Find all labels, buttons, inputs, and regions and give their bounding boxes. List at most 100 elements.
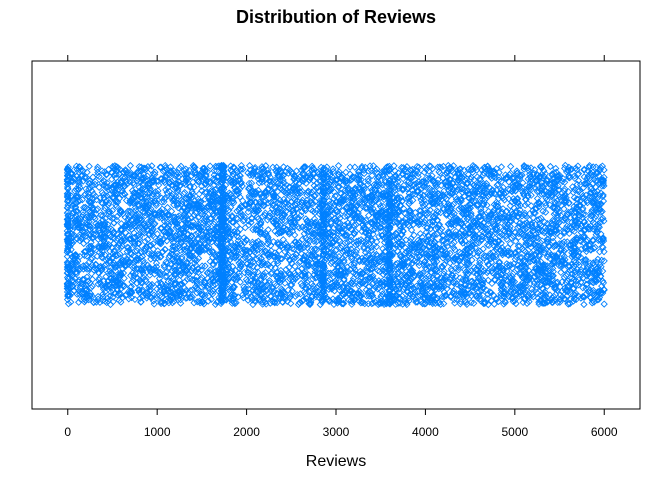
data-point [470, 219, 479, 227]
data-point [348, 175, 356, 183]
data-point [190, 162, 198, 171]
data-point [411, 169, 419, 178]
data-point [85, 185, 93, 194]
data-point [519, 189, 527, 198]
data-point [496, 232, 504, 241]
data-point [188, 293, 196, 301]
data-point [591, 195, 599, 203]
data-point [208, 234, 216, 242]
data-point [73, 193, 81, 202]
data-point [94, 168, 102, 177]
data-point [147, 255, 155, 263]
data-point [109, 164, 118, 172]
data-point [197, 266, 206, 274]
data-point [524, 221, 532, 229]
data-point [161, 273, 170, 281]
data-point [530, 166, 539, 174]
data-point [101, 233, 109, 241]
data-point [105, 270, 113, 279]
data-point [484, 162, 492, 171]
data-point [273, 273, 282, 281]
data-point [420, 249, 428, 258]
data-point [181, 278, 189, 286]
data-point [170, 195, 178, 203]
data-point [92, 230, 100, 238]
data-point [100, 237, 108, 245]
data-point [91, 177, 100, 186]
data-point [163, 237, 171, 245]
data-point [548, 272, 556, 280]
data-point [590, 291, 598, 299]
data-point [115, 194, 123, 203]
data-point [588, 289, 596, 298]
data-point [105, 199, 113, 207]
data-point [100, 221, 108, 229]
data-point [264, 240, 272, 248]
data-point [494, 207, 502, 215]
data-point [405, 184, 413, 193]
data-point [438, 292, 446, 301]
data-point [156, 270, 164, 278]
data-point [487, 289, 495, 297]
data-point [174, 204, 182, 212]
data-point [153, 291, 161, 300]
data-point [573, 195, 581, 203]
data-point [346, 208, 354, 216]
data-point [402, 172, 410, 180]
data-point [194, 268, 203, 276]
data-point [521, 258, 529, 266]
data-point [229, 283, 237, 291]
data-point [117, 270, 125, 278]
data-point [422, 265, 431, 273]
data-point [430, 266, 439, 275]
data-point [438, 262, 446, 270]
data-point [437, 282, 446, 291]
data-point [148, 162, 156, 170]
data-point [75, 181, 83, 190]
data-point [369, 230, 377, 238]
data-point [101, 282, 110, 290]
data-point [303, 278, 311, 286]
data-point [266, 299, 274, 307]
data-point [583, 268, 591, 277]
data-point [99, 290, 107, 298]
data-point [310, 215, 319, 223]
data-point [186, 251, 194, 259]
data-point [477, 221, 485, 229]
data-point [350, 296, 358, 304]
data-point [535, 251, 544, 259]
data-point [392, 276, 400, 284]
data-point [347, 225, 355, 233]
data-point [307, 296, 315, 305]
data-point [593, 293, 601, 301]
data-point [376, 255, 384, 263]
data-point [209, 202, 218, 210]
data-point [264, 237, 273, 246]
data-point [545, 180, 553, 188]
data-point [449, 289, 457, 297]
data-point [598, 162, 607, 170]
data-point [162, 290, 170, 298]
data-point [364, 289, 372, 297]
data-point [571, 243, 579, 252]
data-point [409, 290, 417, 298]
data-point [426, 254, 434, 262]
data-point [462, 274, 470, 282]
data-point [346, 163, 354, 171]
data-point [432, 266, 440, 274]
data-point [248, 238, 257, 246]
data-point [467, 292, 476, 300]
data-point [529, 293, 537, 301]
data-point [167, 227, 175, 235]
data-point [421, 206, 429, 214]
data-point [291, 219, 299, 227]
data-point [134, 256, 143, 264]
data-point [88, 261, 96, 269]
data-point [182, 235, 191, 243]
data-point [457, 249, 465, 258]
data-point [141, 209, 149, 217]
data-point [225, 206, 233, 214]
data-point [537, 222, 545, 230]
data-point [463, 187, 472, 195]
data-point [329, 232, 337, 240]
